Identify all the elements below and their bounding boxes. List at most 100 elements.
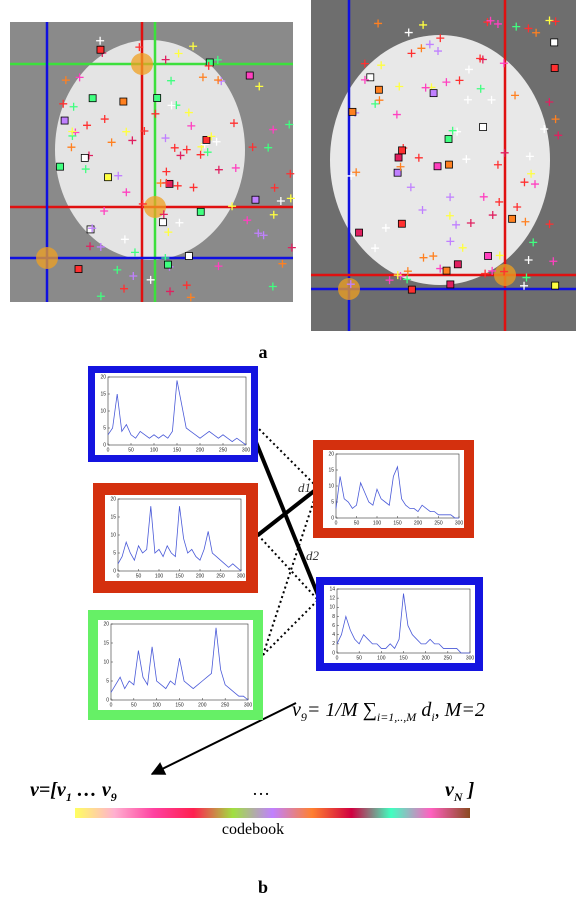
keypoint (159, 219, 166, 226)
keypoint (551, 39, 558, 46)
x-tick-label: 200 (196, 573, 205, 579)
x-tick-label: 0 (335, 520, 338, 526)
y-tick-label: 20 (103, 621, 109, 627)
keypoint (454, 261, 461, 268)
keypoint (398, 220, 405, 227)
keypoint (447, 281, 454, 288)
formula-part: = 1/M ∑ (307, 699, 377, 721)
formula-part: v=[v (30, 779, 67, 801)
y-tick-label: 15 (110, 514, 116, 520)
y-tick-label: 15 (328, 467, 334, 473)
x-tick-label: 250 (444, 655, 453, 661)
y-tick-label: 10 (100, 408, 106, 414)
y-tick-label: 6 (332, 623, 335, 629)
y-tick-label: 5 (331, 499, 334, 505)
keypoint (154, 95, 161, 102)
x-tick-label: 100 (152, 702, 161, 708)
keypoint (395, 154, 402, 161)
x-tick-label: 50 (136, 573, 142, 579)
x-tick-label: 250 (219, 447, 228, 453)
x-tick-label: 300 (237, 573, 246, 579)
x-tick-label: 150 (393, 520, 402, 526)
y-tick-label: 10 (110, 532, 116, 538)
y-tick-label: 10 (328, 483, 334, 489)
y-tick-label: 15 (103, 640, 109, 646)
y-tick-label: 20 (328, 451, 334, 457)
keypoint (120, 98, 127, 105)
photo-left (10, 22, 293, 302)
formula: vN ] (445, 779, 475, 804)
x-tick-label: 50 (128, 447, 134, 453)
x-tick-label: 150 (399, 655, 408, 661)
formula-part: … v (72, 779, 112, 801)
keypoint (509, 215, 516, 222)
keypoint (246, 72, 253, 79)
keypoint (480, 124, 487, 131)
keypoint (97, 46, 104, 53)
y-tick-label: 2 (332, 641, 335, 647)
distance-label: d1 (298, 480, 311, 495)
x-tick-label: 150 (175, 702, 184, 708)
keypoint (434, 163, 441, 170)
keypoint (105, 174, 112, 181)
keypoint (445, 136, 452, 143)
x-tick-label: 150 (173, 447, 182, 453)
y-tick-label: 15 (100, 391, 106, 397)
formula: v9= 1/M ∑i=1,..,M di, M=2 (292, 699, 485, 724)
panel-label: b (258, 877, 268, 897)
x-tick-label: 50 (131, 702, 137, 708)
keypoint (252, 196, 259, 203)
keypoint (356, 229, 363, 236)
formula-part: d (416, 699, 432, 721)
x-tick-label: 300 (242, 447, 251, 453)
y-tick-label: 5 (113, 550, 116, 556)
y-tick-label: 14 (329, 586, 335, 592)
codebook-bar (75, 808, 470, 818)
keypoint (75, 266, 82, 273)
x-tick-label: 200 (198, 702, 207, 708)
formula-part: , M=2 (435, 699, 485, 721)
distance-label: d2 (306, 548, 320, 563)
x-tick-label: 100 (373, 520, 382, 526)
keypoint (399, 147, 406, 154)
keypoint (443, 267, 450, 274)
y-tick-label: 8 (332, 614, 335, 620)
x-tick-label: 0 (107, 447, 110, 453)
histogram-background (95, 373, 251, 455)
y-tick-label: 10 (329, 605, 335, 611)
subscript: i=1,..,M (377, 710, 417, 724)
x-tick-label: 50 (354, 520, 360, 526)
panel-label: a (259, 342, 268, 362)
page: { "panel_a":{"label":"a"}, "panel_b":{ "… (0, 0, 576, 903)
subscript: 9 (111, 790, 117, 804)
x-tick-label: 250 (434, 520, 443, 526)
keypoint (57, 163, 64, 170)
y-tick-label: 4 (332, 632, 335, 638)
keypoint (166, 180, 173, 187)
x-tick-label: 0 (110, 702, 113, 708)
y-tick-label: 5 (106, 678, 109, 684)
y-tick-label: 20 (110, 496, 116, 502)
keypoint (206, 59, 213, 66)
keypoint (408, 286, 415, 293)
x-tick-label: 300 (455, 520, 464, 526)
y-tick-label: 12 (329, 595, 335, 601)
x-tick-label: 300 (466, 655, 475, 661)
y-tick-label: 5 (103, 425, 106, 431)
formula-part: v (292, 699, 301, 721)
keypoint (197, 208, 204, 215)
vector-dots: … (252, 779, 270, 799)
keypoint (164, 261, 171, 268)
x-tick-label: 150 (175, 573, 184, 579)
formula: v=[v1 … v9 (30, 779, 117, 804)
x-tick-label: 200 (196, 447, 205, 453)
y-tick-label: 10 (103, 659, 109, 665)
x-tick-label: 100 (377, 655, 386, 661)
x-tick-label: 100 (155, 573, 164, 579)
x-tick-label: 0 (117, 573, 120, 579)
keypoint (430, 90, 437, 97)
codebook-label: codebook (222, 821, 284, 838)
keypoint (81, 154, 88, 161)
histogram-background (323, 450, 464, 528)
y-tick-label: 20 (100, 374, 106, 380)
